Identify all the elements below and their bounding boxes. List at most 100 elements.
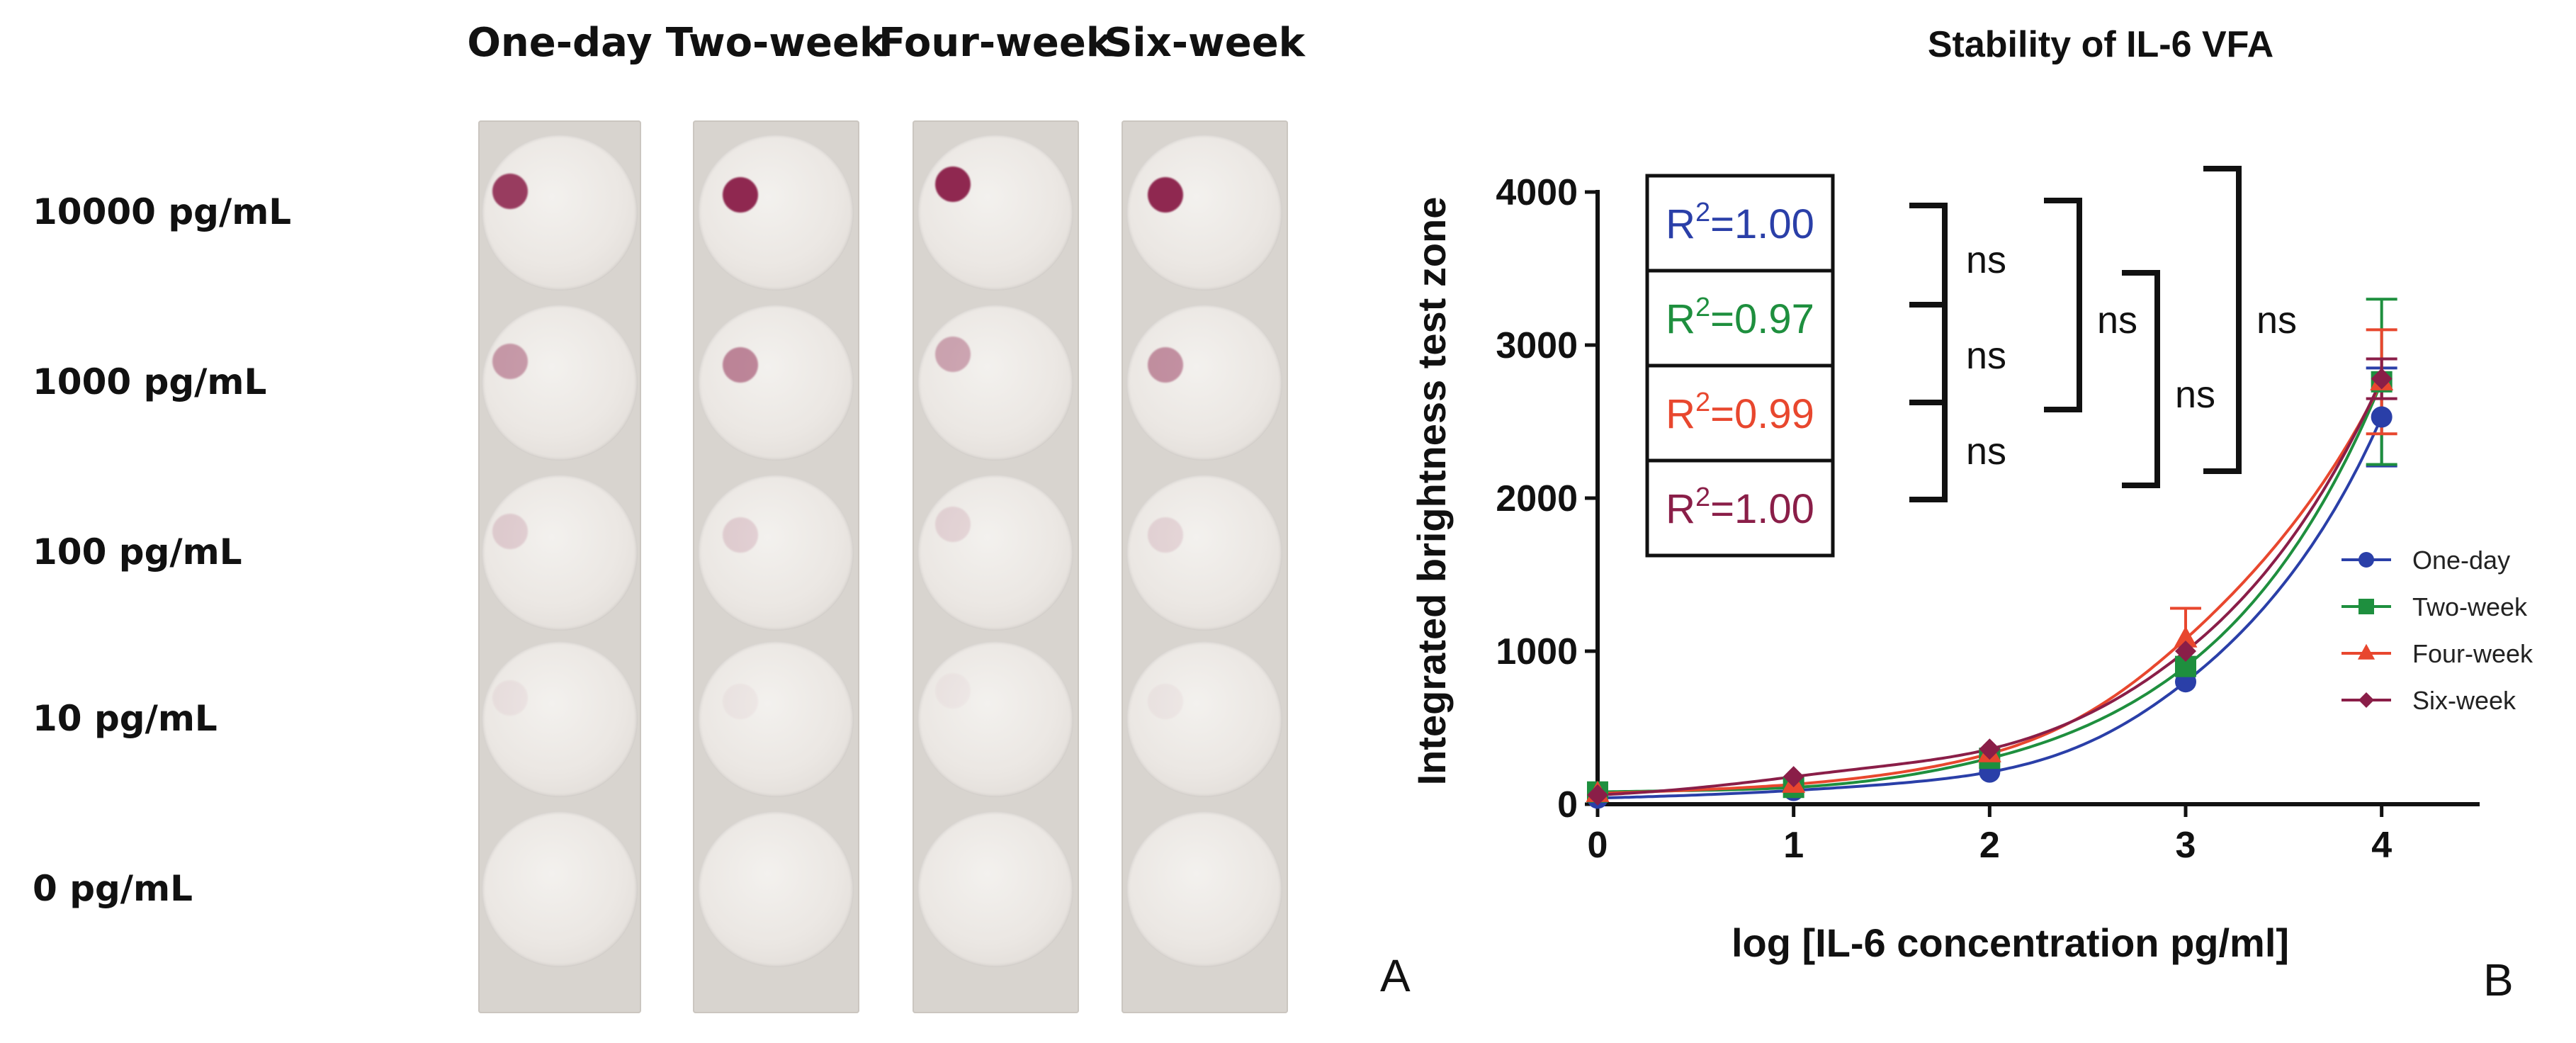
signal-spot xyxy=(492,174,528,209)
r2-box-cell xyxy=(1645,363,1835,463)
r2-label: R2=1.00 xyxy=(1666,483,1814,532)
y-tick-label: 1000 xyxy=(1496,631,1578,672)
test-well xyxy=(482,641,638,797)
x-tick-label: 1 xyxy=(1783,825,1804,866)
r2-label: R2=0.97 xyxy=(1666,293,1814,342)
y-axis-label: Integrated brightness test zone xyxy=(1409,197,1454,786)
significance-bracket xyxy=(2044,198,2082,412)
signal-spot xyxy=(935,507,971,542)
signal-spot xyxy=(492,680,528,716)
column-header-six-week: Six-week xyxy=(1104,20,1305,66)
test-well xyxy=(1126,641,1282,797)
x-tick-label: 3 xyxy=(2176,825,2196,866)
test-well xyxy=(698,305,854,461)
signal-spot xyxy=(492,344,528,379)
r2-label: R2=0.99 xyxy=(1666,388,1814,437)
signal-spot xyxy=(492,514,528,549)
signal-spot xyxy=(723,177,758,213)
test-well xyxy=(698,135,854,291)
significance-bracket xyxy=(1909,203,1948,308)
signal-spot xyxy=(1148,177,1183,213)
r2-label: R2=1.00 xyxy=(1666,198,1814,247)
test-well xyxy=(917,475,1073,631)
data-point-six-week xyxy=(2175,641,2196,662)
test-well xyxy=(917,641,1073,797)
panel-label-a: A xyxy=(1380,950,1411,1001)
legend-marker-six-week xyxy=(2358,692,2374,708)
legend-label-two-week: Two-week xyxy=(2412,592,2528,621)
significance-label: ns xyxy=(1966,239,2006,281)
legend-label-six-week: Six-week xyxy=(2412,686,2516,715)
y-tick-label: 2000 xyxy=(1496,478,1578,519)
data-point-four-week xyxy=(2174,626,2198,648)
row-label-concentration: 10000 pg/mL xyxy=(33,191,292,232)
significance-label: ns xyxy=(1966,430,2006,473)
row-label-concentration: 10 pg/mL xyxy=(33,698,218,739)
row-label-concentration: 100 pg/mL xyxy=(33,531,242,573)
column-header-two-week: Two-week xyxy=(665,20,886,66)
panel-a-strip-photos: One-day Two-week Four-week Six-week 10000 pg… xyxy=(33,20,1411,1013)
chart-title: Stability of IL-6 VFA xyxy=(1928,24,2273,65)
significance-bracket xyxy=(2203,166,2242,474)
x-tick-label: 0 xyxy=(1588,825,1608,866)
significance-label: ns xyxy=(2097,299,2137,342)
y-tick-label: 3000 xyxy=(1496,325,1578,366)
stability-chart: Stability of IL-6 VFA 0 1 2 3 4 0 1000 2000 3000 4… xyxy=(1409,24,2533,1005)
column-header-four-week: Four-week xyxy=(878,20,1113,66)
significance-label: ns xyxy=(2175,373,2215,416)
test-well xyxy=(917,305,1073,461)
data-point-six-week xyxy=(1587,784,1608,806)
test-well xyxy=(482,135,638,291)
test-well xyxy=(1126,135,1282,291)
x-tick-label: 4 xyxy=(2371,825,2392,866)
test-well xyxy=(917,811,1073,967)
legend-label-one-day: One-day xyxy=(2412,546,2510,575)
x-tick-label: 2 xyxy=(1979,825,2000,866)
y-tick-label: 4000 xyxy=(1496,172,1578,213)
data-point-six-week xyxy=(2371,368,2393,390)
test-well xyxy=(917,135,1073,291)
test-well xyxy=(1126,305,1282,461)
r2-box-cell xyxy=(1645,458,1835,558)
test-strip-two-week xyxy=(692,120,859,1013)
test-well xyxy=(1126,475,1282,631)
signal-spot xyxy=(1148,517,1183,553)
legend-label-four-week: Four-week xyxy=(2412,639,2533,668)
test-well xyxy=(482,475,638,631)
panel-label-b: B xyxy=(2483,954,2514,1005)
test-strip-six-week xyxy=(1121,120,1288,1013)
signal-spot xyxy=(723,347,758,383)
data-point-one-day xyxy=(2371,406,2393,428)
signal-spot xyxy=(723,517,758,553)
significance-bracket xyxy=(2122,270,2160,488)
test-strip-one-day xyxy=(478,120,641,1013)
legend-marker-four-week xyxy=(2357,643,2376,660)
significance-label: ns xyxy=(2256,299,2297,342)
signal-spot xyxy=(935,167,971,202)
signal-spot xyxy=(935,673,971,709)
signal-spot xyxy=(1148,684,1183,719)
test-strip-four-week xyxy=(912,120,1079,1013)
significance-bracket xyxy=(1909,400,1948,502)
data-point-six-week xyxy=(1979,738,2001,760)
significance-bracket xyxy=(1909,302,1948,405)
legend-marker-two-week xyxy=(2358,599,2374,614)
legend-marker-one-day xyxy=(2358,552,2374,568)
x-axis-label: log [IL-6 concentration pg/ml] xyxy=(1732,920,2289,965)
data-point-six-week xyxy=(1783,766,1804,788)
test-well xyxy=(698,811,854,967)
significance-label: ns xyxy=(1966,334,2006,377)
test-well xyxy=(698,641,854,797)
y-tick-label: 0 xyxy=(1557,784,1578,825)
signal-spot xyxy=(723,684,758,719)
signal-spot xyxy=(935,337,971,372)
test-well xyxy=(1126,811,1282,967)
test-well xyxy=(698,475,854,631)
row-label-concentration: 0 pg/mL xyxy=(33,868,193,909)
signal-spot xyxy=(1148,347,1183,383)
column-header-one-day: One-day xyxy=(467,20,653,66)
test-well xyxy=(482,811,638,967)
test-well xyxy=(482,305,638,461)
row-label-concentration: 1000 pg/mL xyxy=(33,361,267,402)
